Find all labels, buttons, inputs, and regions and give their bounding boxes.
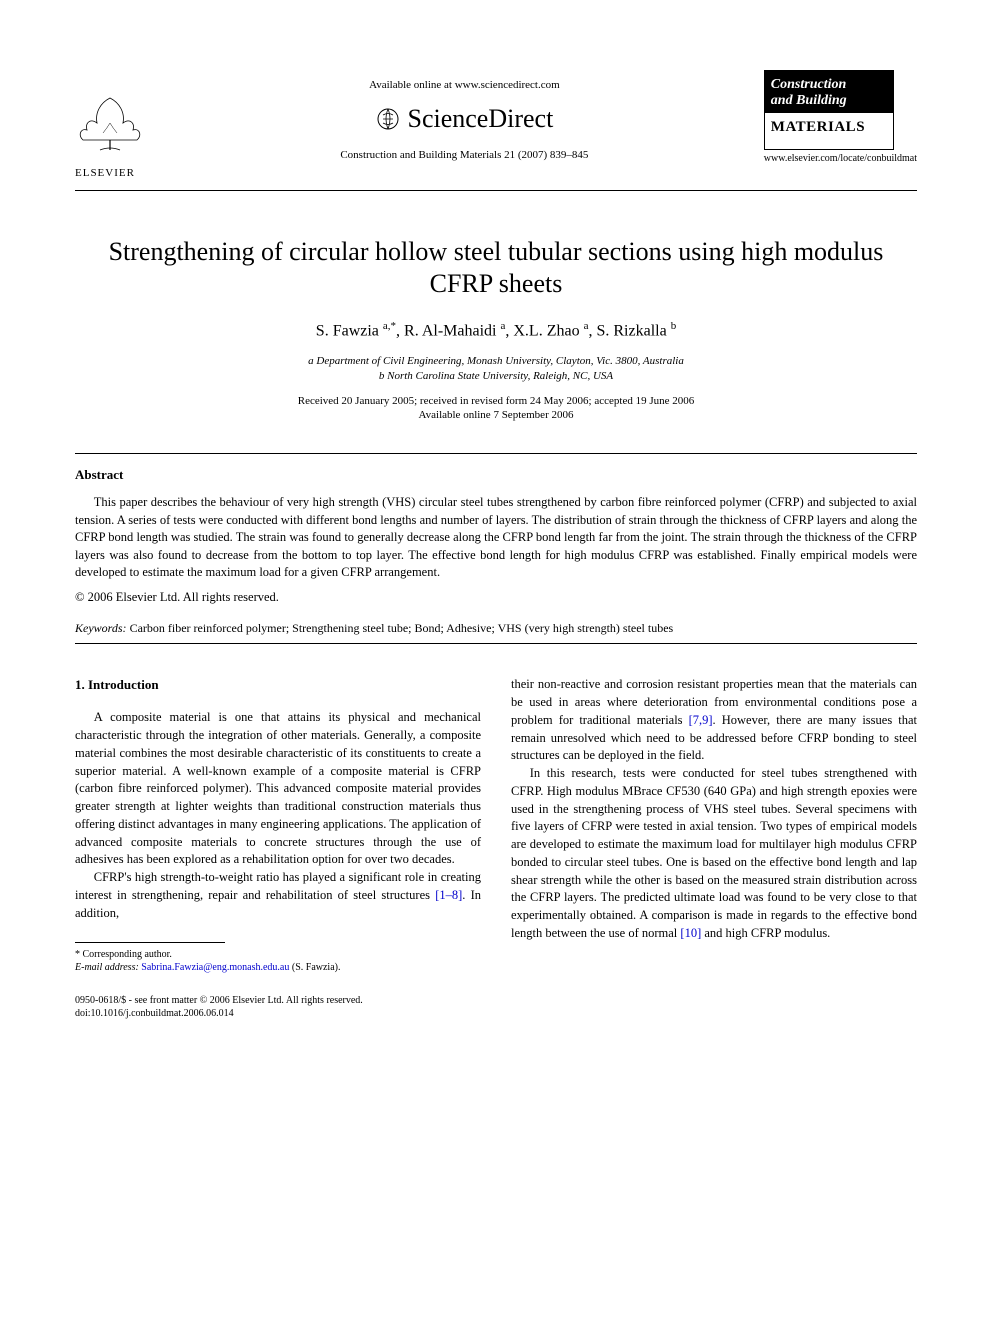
elsevier-label: ELSEVIER — [75, 166, 165, 182]
ref-1-8[interactable]: [1–8] — [435, 888, 462, 902]
intro-para-2: CFRP's high strength-to-weight ratio has… — [75, 869, 481, 922]
affiliations: a Department of Civil Engineering, Monas… — [75, 354, 917, 384]
journal-logo-line3: MATERIALS — [765, 113, 893, 149]
abstract-bottom-rule — [75, 643, 917, 644]
received-date: Received 20 January 2005; received in re… — [75, 394, 917, 408]
corresponding-label: * Corresponding author. — [75, 948, 481, 961]
email-author-paren: (S. Fawzia). — [292, 962, 341, 973]
right-column: their non-reactive and corrosion resista… — [511, 676, 917, 974]
ref-7-9[interactable]: [7,9] — [689, 713, 713, 727]
elsevier-logo-block: ELSEVIER — [75, 70, 165, 182]
footnote-rule — [75, 942, 225, 943]
ref-10[interactable]: [10] — [680, 926, 701, 940]
journal-logo-line1: Construction — [771, 77, 887, 93]
abstract-top-rule — [75, 453, 917, 454]
left-column: 1. Introduction A composite material is … — [75, 676, 481, 974]
header-center: Available online at www.sciencedirect.co… — [165, 70, 764, 164]
sciencedirect-text: ScienceDirect — [407, 100, 553, 138]
affiliation-a: a Department of Civil Engineering, Monas… — [75, 354, 917, 369]
article-title: Strengthening of circular hollow steel t… — [75, 236, 917, 301]
keywords-label: Keywords: — [75, 621, 127, 635]
journal-reference: Construction and Building Materials 21 (… — [165, 148, 764, 164]
available-date: Available online 7 September 2006 — [75, 408, 917, 422]
keywords-text: Carbon fiber reinforced polymer; Strengt… — [130, 621, 674, 635]
abstract-heading: Abstract — [75, 466, 917, 485]
footer-issn: 0950-0618/$ - see front matter © 2006 El… — [75, 994, 917, 1007]
body-columns: 1. Introduction A composite material is … — [75, 676, 917, 974]
available-online-text: Available online at www.sciencedirect.co… — [165, 78, 764, 94]
authors-line: S. Fawzia a,*, R. Al-Mahaidi a, X.L. Zha… — [75, 319, 917, 343]
elsevier-tree-icon — [75, 88, 145, 158]
footer-doi: doi:10.1016/j.conbuildmat.2006.06.014 — [75, 1007, 917, 1020]
article-dates: Received 20 January 2005; received in re… — [75, 394, 917, 423]
affiliation-b: b North Carolina State University, Ralei… — [75, 369, 917, 384]
journal-logo-wrap: Construction and Building MATERIALS www.… — [764, 70, 917, 166]
header-row: ELSEVIER Available online at www.science… — [75, 70, 917, 182]
intro-para-1: A composite material is one that attains… — [75, 709, 481, 869]
keywords-line: Keywords: Carbon fiber reinforced polyme… — [75, 620, 917, 637]
sciencedirect-logo: ScienceDirect — [165, 100, 764, 138]
email-label: E-mail address: — [75, 962, 139, 973]
page-footer: 0950-0618/$ - see front matter © 2006 El… — [75, 994, 917, 1020]
author-email[interactable]: Sabrina.Fawzia@eng.monash.edu.au — [141, 962, 289, 973]
journal-logo: Construction and Building MATERIALS — [764, 70, 894, 150]
sciencedirect-icon — [375, 106, 401, 132]
corresponding-author-note: * Corresponding author. E-mail address: … — [75, 948, 481, 974]
journal-url: www.elsevier.com/locate/conbuildmat — [764, 152, 917, 167]
header-rule — [75, 190, 917, 191]
abstract-copyright: © 2006 Elsevier Ltd. All rights reserved… — [75, 588, 917, 606]
intro-para-3: their non-reactive and corrosion resista… — [511, 676, 917, 765]
introduction-heading: 1. Introduction — [75, 676, 481, 695]
intro-para-4: In this research, tests were conducted f… — [511, 765, 917, 943]
journal-logo-line2: and Building — [771, 93, 887, 109]
abstract-body: This paper describes the behaviour of ve… — [75, 494, 917, 582]
